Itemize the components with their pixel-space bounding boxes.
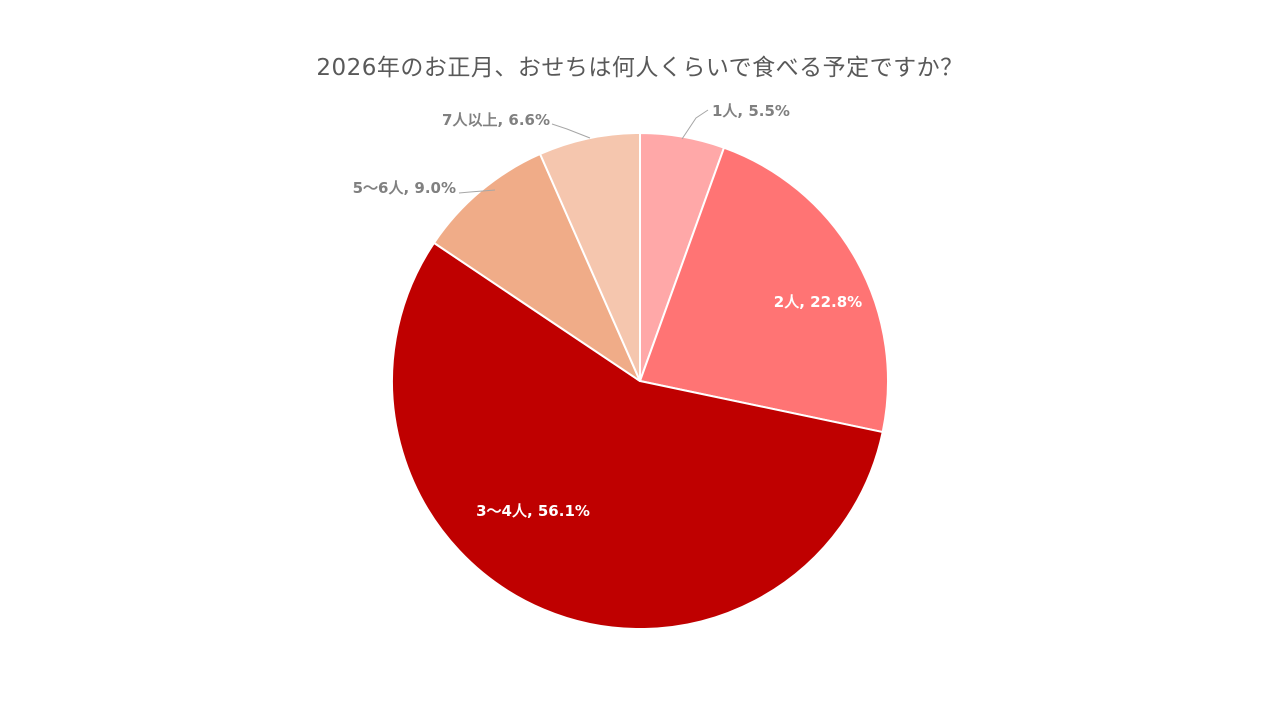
pie-slice-5 [539, 132, 641, 382]
data-label-2: 2人, 22.8% [774, 293, 862, 311]
leader-line-4 [458, 189, 496, 194]
pie-slice-2 [639, 146, 890, 434]
chart-title: 2026年のお正月、おせちは何人くらいで食べる予定ですか？ [316, 55, 964, 81]
data-label-3: 3〜4人, 56.1% [476, 502, 590, 520]
leader-line-1 [681, 109, 709, 140]
data-label-1: 1人, 5.5% [712, 102, 790, 120]
pie-slice-3 [391, 241, 884, 630]
leader-line-5 [551, 123, 591, 139]
data-label-5: 7人以上, 6.6% [442, 111, 550, 129]
data-label-4: 5〜6人, 9.0% [353, 179, 456, 197]
